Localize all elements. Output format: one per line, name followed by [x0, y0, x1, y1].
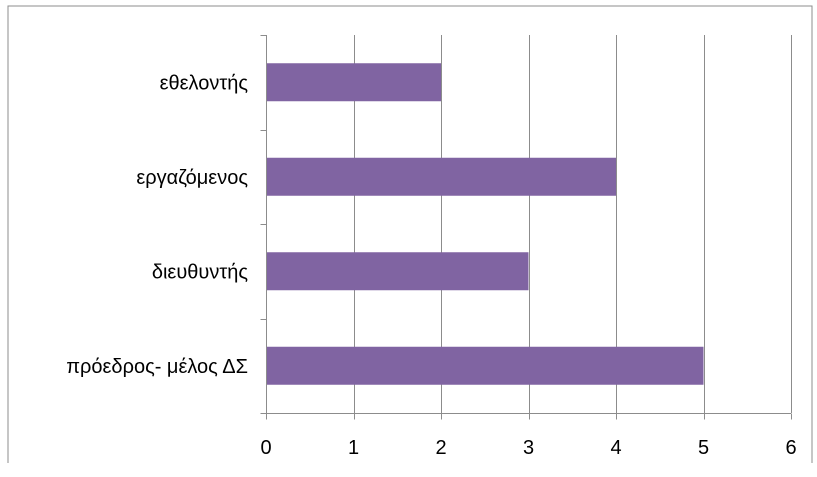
x-tick-label-4: 4 [610, 437, 621, 459]
x-tick-label-5: 5 [698, 437, 709, 459]
category-label-2: διευθυντής [152, 261, 249, 283]
x-tick-label-0: 0 [260, 437, 271, 459]
x-tick-label-6: 6 [785, 437, 796, 459]
category-label-0: εθελοντής [160, 72, 249, 94]
x-tick-label-2: 2 [435, 437, 446, 459]
x-tick-label-3: 3 [523, 437, 534, 459]
chart-frame [7, 5, 813, 463]
category-label-1: εργαζόμενος [136, 167, 248, 189]
bar-1 [266, 157, 616, 196]
bar-2 [266, 252, 529, 291]
x-tick-label-1: 1 [348, 437, 359, 459]
bar-0 [266, 63, 441, 102]
category-label-3: πρόεδρος- μέλος ΔΣ [66, 356, 248, 378]
bar-3 [266, 346, 704, 385]
